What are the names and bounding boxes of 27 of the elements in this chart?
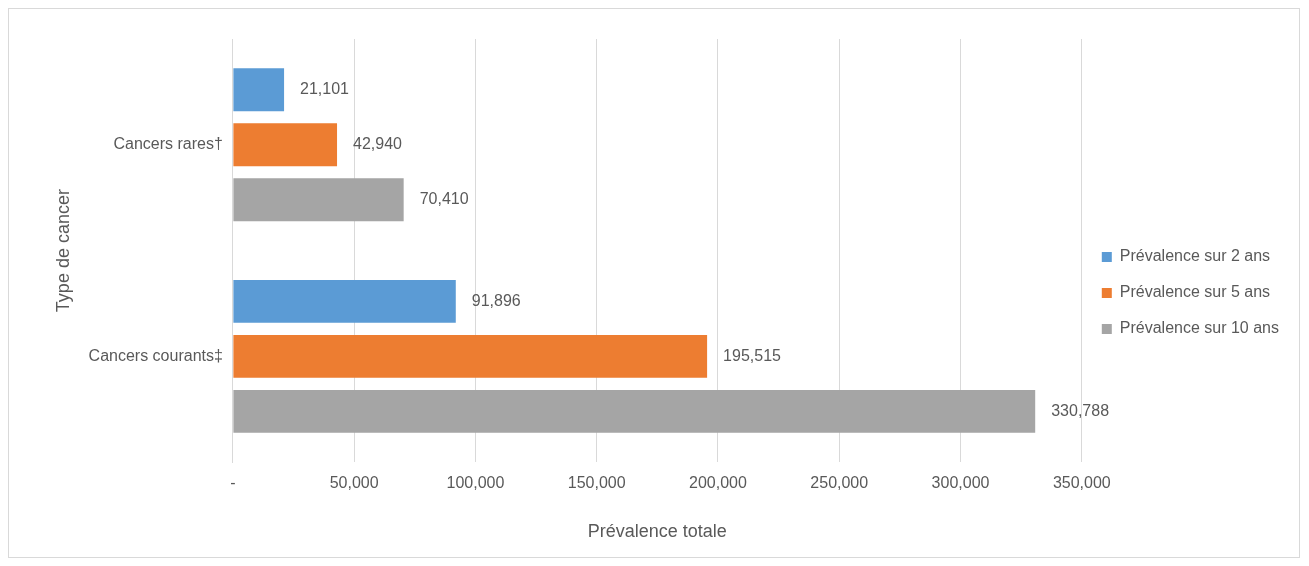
x-tick-label: 50,000 (329, 474, 379, 492)
x-tick-label: 250,000 (810, 474, 869, 492)
x-tick-label: 200,000 (689, 474, 747, 492)
data-label: 70,410 (419, 190, 469, 208)
x-tick-label: 350,000 (1052, 474, 1111, 492)
legend-label: Prévalence sur 10 ans (1119, 319, 1279, 337)
x-tick-label: 300,000 (931, 474, 990, 492)
data-label: 195,515 (723, 346, 782, 364)
bar (233, 178, 404, 222)
x-tick-label: 150,000 (567, 474, 626, 492)
bar (233, 389, 1036, 433)
legend-label: Prévalence sur 5 ans (1119, 283, 1271, 301)
y-axis-title: Type de cancer (52, 189, 73, 313)
x-axis-title: Prévalence totale (587, 521, 727, 542)
bar (233, 334, 708, 378)
bar (233, 123, 338, 167)
x-tick-label: 100,000 (446, 474, 505, 492)
data-label: 42,940 (353, 135, 403, 153)
legend-label: Prévalence sur 2 ans (1119, 247, 1271, 265)
bar (233, 279, 456, 323)
data-label: 330,788 (1051, 401, 1110, 419)
data-label: 91,896 (471, 291, 521, 309)
data-label: 21,101 (300, 80, 350, 98)
x-tick-label: - (230, 474, 236, 492)
bar (233, 68, 285, 112)
y-tick-label: Cancers courants‡ (88, 346, 223, 364)
y-tick-label: Cancers rares† (113, 135, 223, 153)
